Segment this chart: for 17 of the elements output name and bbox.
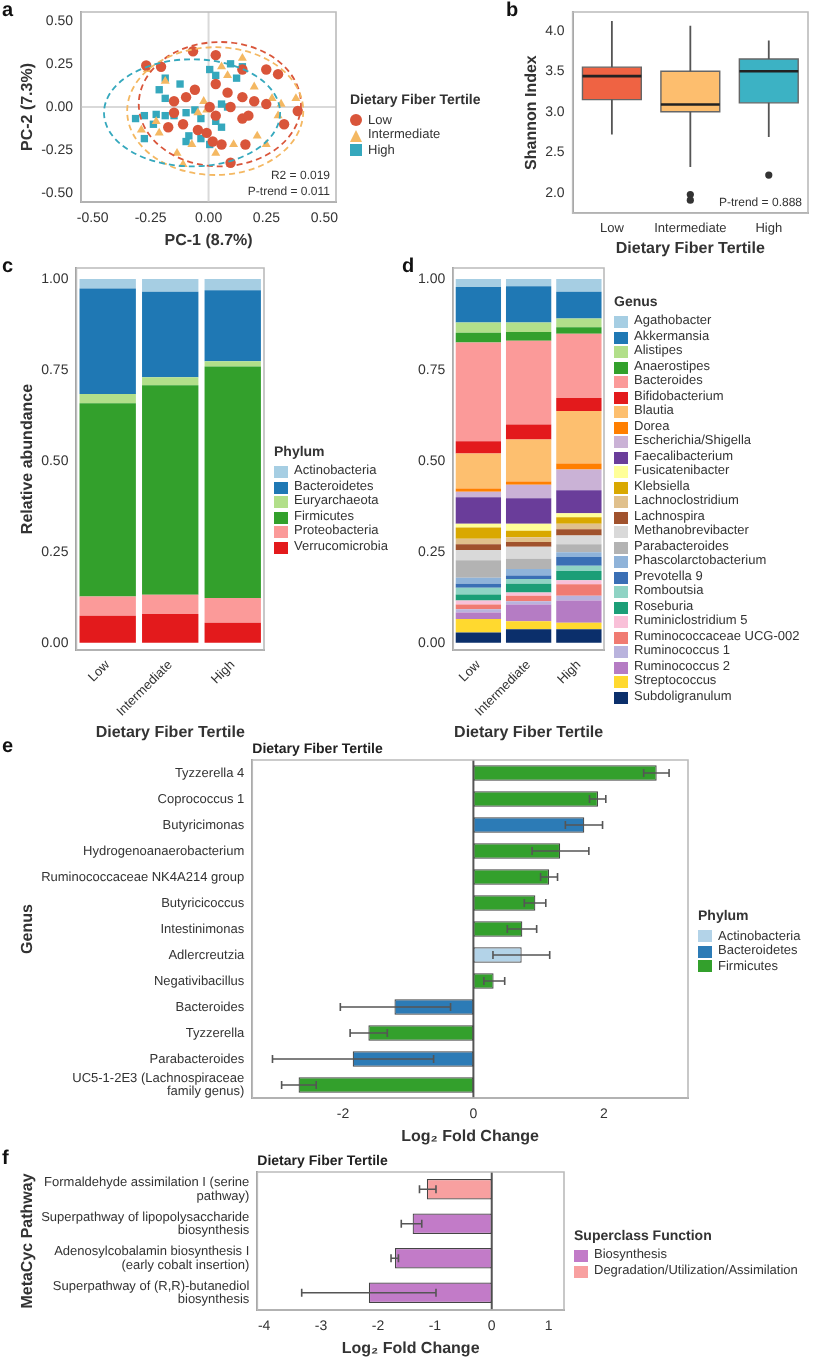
x-axis-title: Dietary Fiber Tertile <box>615 238 766 257</box>
y-axis-title: Shannon Index <box>522 54 541 170</box>
x-axis-title: Log₂ Fold Change <box>401 1126 541 1145</box>
x-axis-title: Log₂ Fold Change <box>341 1338 481 1357</box>
text: f <box>2 1148 9 1170</box>
text: a <box>2 0 14 22</box>
y-axis-title: Genus <box>18 903 37 954</box>
y-axis-title: Relative abundance <box>18 382 37 535</box>
text: b <box>506 0 519 22</box>
text: c <box>2 256 14 278</box>
y-axis-title: PC-2 (7.3%) <box>18 62 37 152</box>
x-axis-title: Dietary Fiber Tertile <box>454 722 605 741</box>
text: e <box>2 736 14 758</box>
text: d <box>402 256 415 278</box>
x-axis-title: Dietary Fiber Tertile <box>95 722 246 741</box>
x-axis-title: PC-1 (8.7%) <box>164 230 254 249</box>
y-axis-title: MetaCyc Pathway <box>18 1172 37 1309</box>
